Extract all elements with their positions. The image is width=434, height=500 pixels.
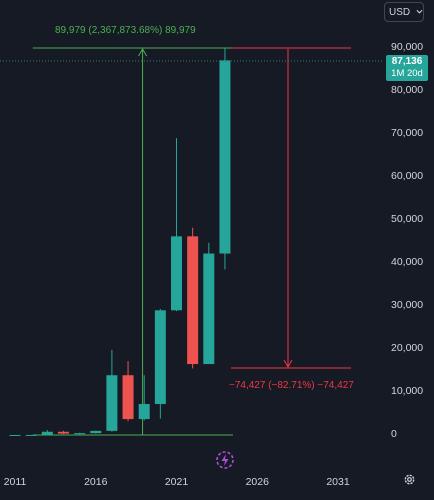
candle-body	[219, 60, 231, 254]
y-tick-label: 50,000	[391, 213, 424, 225]
y-tick-label: 40,000	[391, 256, 424, 268]
last-price-value: 87,136	[391, 56, 423, 67]
measure-up-arrowhead	[138, 47, 148, 57]
currency-selector[interactable]: USD	[384, 2, 424, 22]
candle-2014[interactable]	[57, 430, 69, 435]
measure-down-arrowhead	[283, 359, 293, 369]
y-tick-label: 80,000	[391, 84, 424, 96]
settings-gear-icon[interactable]	[403, 473, 416, 486]
candle-2011[interactable]	[9, 434, 21, 436]
candle-body	[154, 310, 166, 405]
candle-2018[interactable]	[122, 361, 134, 422]
candle-body	[9, 434, 21, 436]
last-price-badge: 87,136 1M 20d	[386, 55, 428, 81]
candle-2022[interactable]	[187, 227, 199, 369]
candle-2016[interactable]	[90, 430, 102, 434]
candle-body	[57, 431, 69, 434]
candle-2019[interactable]	[138, 375, 150, 421]
candle-2015[interactable]	[74, 432, 86, 435]
x-tick-label: 2031	[326, 476, 350, 488]
candle-body	[138, 404, 150, 420]
bar-countdown: 1M 20d	[391, 68, 423, 79]
candle-2024[interactable]	[219, 48, 231, 270]
candle-body	[41, 431, 53, 435]
y-tick-label: 90,000	[391, 41, 424, 53]
x-tick-label: 2016	[84, 476, 108, 488]
candle-body	[187, 236, 199, 365]
candle-body	[25, 434, 37, 436]
y-tick-label: 10,000	[391, 385, 424, 397]
y-tick-label: 70,000	[391, 127, 424, 139]
chevron-down-icon	[416, 9, 423, 14]
candle-2017[interactable]	[106, 349, 118, 432]
x-tick-label: 2026	[245, 476, 269, 488]
candle-body	[203, 253, 215, 365]
y-tick-label: 20,000	[391, 342, 424, 354]
currency-label: USD	[389, 6, 411, 18]
candle-2021[interactable]	[171, 138, 182, 312]
candle-body	[122, 375, 134, 420]
candle-body	[90, 430, 102, 434]
candle-2013[interactable]	[41, 430, 53, 435]
measure-down-label: −74,427 (−82.71%) −74,427	[229, 380, 354, 391]
lightning-logo-icon[interactable]	[216, 451, 234, 469]
x-tick-label: 2011	[3, 476, 27, 488]
candle-body	[74, 433, 86, 435]
candle-body	[106, 375, 118, 431]
candle-2020[interactable]	[154, 309, 166, 419]
y-tick-label: 0	[391, 428, 397, 440]
candle-body	[171, 236, 182, 311]
candle-2012[interactable]	[25, 434, 37, 436]
x-tick-label: 2021	[164, 476, 189, 488]
y-tick-label: 60,000	[391, 170, 424, 182]
measure-up-label: 89,979 (2,367,873.68%) 89,979	[55, 25, 196, 36]
y-tick-label: 30,000	[391, 299, 424, 311]
candle-2023[interactable]	[203, 242, 215, 365]
